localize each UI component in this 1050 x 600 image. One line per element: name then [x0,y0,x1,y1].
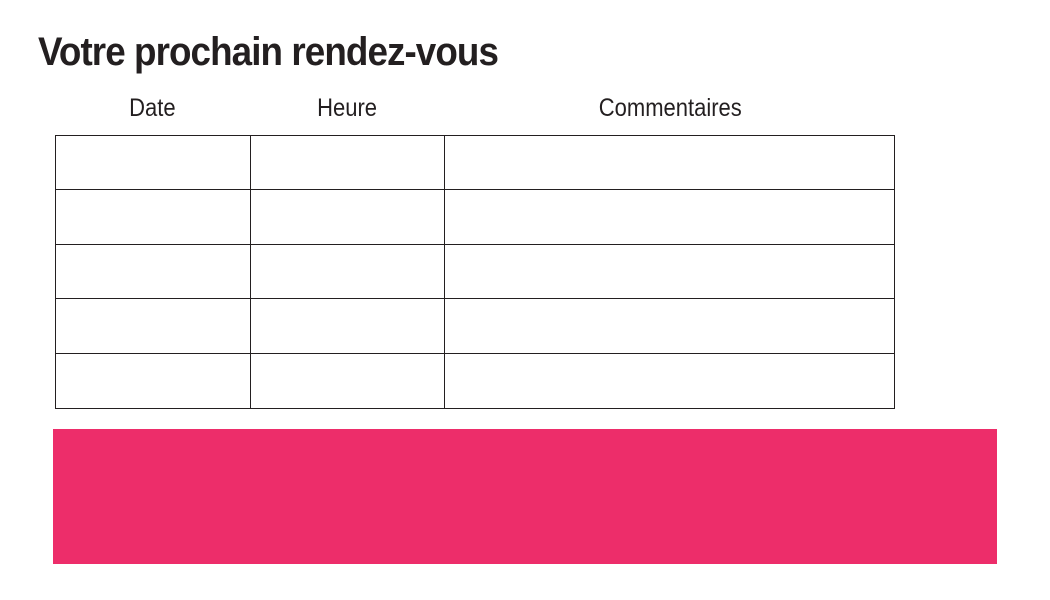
table-cell-commentaires [445,136,894,189]
table-cell-date [56,190,251,244]
table-row [56,299,894,354]
column-header-date: Date [55,94,250,122]
table-row [56,190,894,245]
table-cell-date [56,299,251,353]
column-header-heure: Heure [250,94,445,122]
page-title: Votre prochain rendez-vous [38,30,499,74]
highlight-banner [53,429,997,564]
table-cell-date [56,353,251,408]
column-header-commentaires: Commentaires [445,94,895,122]
table-cell-commentaires [445,190,894,243]
column-header-date-label: Date [129,94,176,122]
column-header-heure-label: Heure [317,94,378,122]
table-cell-date [56,244,251,299]
table-cell-heure [251,190,446,244]
column-header-commentaires-label: Commentaires [598,94,742,122]
table-header-row: Date Heure Commentaires [55,94,895,122]
table-cell-commentaires [445,299,894,352]
appointments-table [55,135,895,409]
table-cell-heure [251,244,446,299]
table-cell-commentaires [445,245,894,298]
table-row [56,136,894,191]
table-cell-heure [251,353,446,408]
table-row [56,244,894,300]
table-row [56,353,894,408]
table-cell-heure [251,136,446,190]
table-cell-heure [251,299,446,353]
table-cell-commentaires [445,354,894,408]
table-cell-date [56,136,251,190]
